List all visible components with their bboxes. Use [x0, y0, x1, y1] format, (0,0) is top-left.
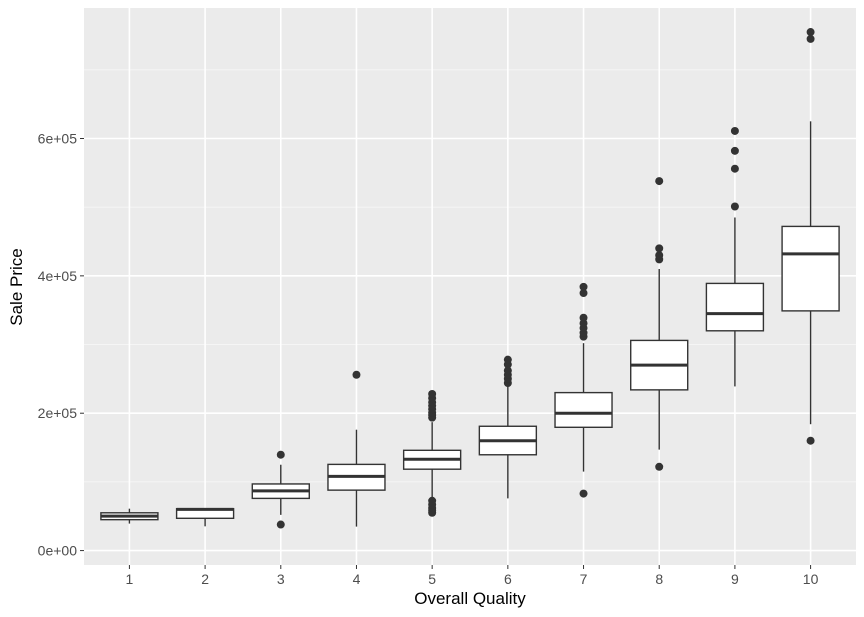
box-3	[251, 450, 310, 529]
outlier-point	[579, 319, 588, 328]
boxes-layer	[100, 28, 840, 529]
outlier-point	[730, 202, 739, 211]
x-tick-label: 4	[353, 571, 361, 587]
outlier-point	[655, 177, 664, 186]
outlier-point	[579, 489, 588, 498]
outlier-point	[655, 251, 664, 260]
y-axis-ticks: 0e+00 2e+05 4e+05 6e+05	[38, 130, 84, 559]
x-tick-label: 9	[731, 571, 739, 587]
outlier-point	[579, 282, 588, 291]
outlier-point	[579, 289, 588, 298]
x-tick-label: 3	[277, 571, 285, 587]
outlier-point	[503, 366, 512, 375]
box-9	[705, 126, 765, 387]
x-tick-label: 10	[803, 571, 819, 587]
box-iqr	[705, 282, 765, 332]
y-tick-label: 4e+05	[38, 268, 78, 284]
outlier-point	[276, 520, 285, 529]
x-tick-label: 8	[655, 571, 663, 587]
box-iqr	[781, 225, 840, 312]
y-tick-label: 2e+05	[38, 405, 78, 421]
box-8	[630, 177, 689, 471]
box-10	[781, 28, 840, 445]
y-tick-label: 0e+00	[38, 543, 78, 559]
outlier-point	[655, 462, 664, 471]
outlier-point	[276, 450, 285, 459]
x-axis-title: Overall Quality	[414, 589, 526, 608]
box-7	[554, 282, 613, 498]
box-6	[478, 355, 538, 499]
outlier-point	[428, 496, 437, 505]
outlier-point	[579, 313, 588, 322]
outlier-point	[655, 244, 664, 253]
box-2	[175, 507, 235, 527]
minor-gridlines	[84, 69, 856, 483]
outlier-point	[428, 389, 437, 398]
box-1	[100, 508, 159, 524]
outlier-point	[503, 355, 512, 364]
outlier-point	[806, 436, 815, 445]
box-iqr	[554, 391, 613, 428]
y-tick-label: 6e+05	[38, 130, 78, 146]
x-tick-label: 7	[580, 571, 588, 587]
box-4	[327, 370, 386, 527]
x-tick-label: 1	[126, 571, 134, 587]
x-tick-label: 5	[428, 571, 436, 587]
x-tick-label: 2	[201, 571, 209, 587]
outlier-point	[352, 370, 361, 379]
outlier-point	[730, 164, 739, 173]
y-axis-title: Sale Price	[7, 248, 26, 325]
outlier-point	[730, 126, 739, 135]
x-axis-ticks: 1 2 3 4 5 6 7 8 9 10	[126, 565, 819, 587]
x-tick-label: 6	[504, 571, 512, 587]
box-5	[402, 389, 462, 517]
outlier-point	[806, 28, 815, 37]
outlier-point	[806, 34, 815, 43]
outlier-point	[730, 146, 739, 155]
